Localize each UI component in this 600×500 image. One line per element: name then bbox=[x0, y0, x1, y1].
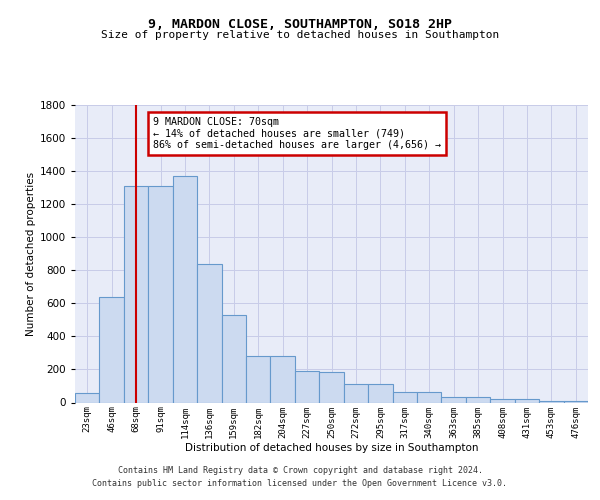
Bar bbox=[490, 399, 515, 402]
Bar bbox=[539, 401, 563, 402]
Bar bbox=[295, 371, 319, 402]
Bar bbox=[124, 186, 148, 402]
Text: 9, MARDON CLOSE, SOUTHAMPTON, SO18 2HP: 9, MARDON CLOSE, SOUTHAMPTON, SO18 2HP bbox=[148, 18, 452, 30]
Text: 9 MARDON CLOSE: 70sqm
← 14% of detached houses are smaller (749)
86% of semi-det: 9 MARDON CLOSE: 70sqm ← 14% of detached … bbox=[153, 116, 441, 150]
Bar bbox=[319, 372, 344, 402]
Bar bbox=[173, 176, 197, 402]
Bar bbox=[417, 392, 442, 402]
Bar bbox=[344, 384, 368, 402]
Bar bbox=[515, 399, 539, 402]
Bar bbox=[392, 392, 417, 402]
Bar bbox=[246, 356, 271, 403]
Bar bbox=[563, 401, 588, 402]
Bar bbox=[442, 396, 466, 402]
Bar bbox=[197, 264, 221, 402]
Bar bbox=[271, 356, 295, 403]
Text: Contains HM Land Registry data © Crown copyright and database right 2024.
Contai: Contains HM Land Registry data © Crown c… bbox=[92, 466, 508, 487]
Bar bbox=[221, 315, 246, 402]
Bar bbox=[100, 296, 124, 403]
Bar bbox=[466, 396, 490, 402]
Y-axis label: Number of detached properties: Number of detached properties bbox=[26, 172, 35, 336]
Text: Size of property relative to detached houses in Southampton: Size of property relative to detached ho… bbox=[101, 30, 499, 40]
X-axis label: Distribution of detached houses by size in Southampton: Distribution of detached houses by size … bbox=[185, 443, 478, 453]
Bar bbox=[368, 384, 392, 402]
Bar bbox=[148, 186, 173, 402]
Bar bbox=[75, 394, 100, 402]
